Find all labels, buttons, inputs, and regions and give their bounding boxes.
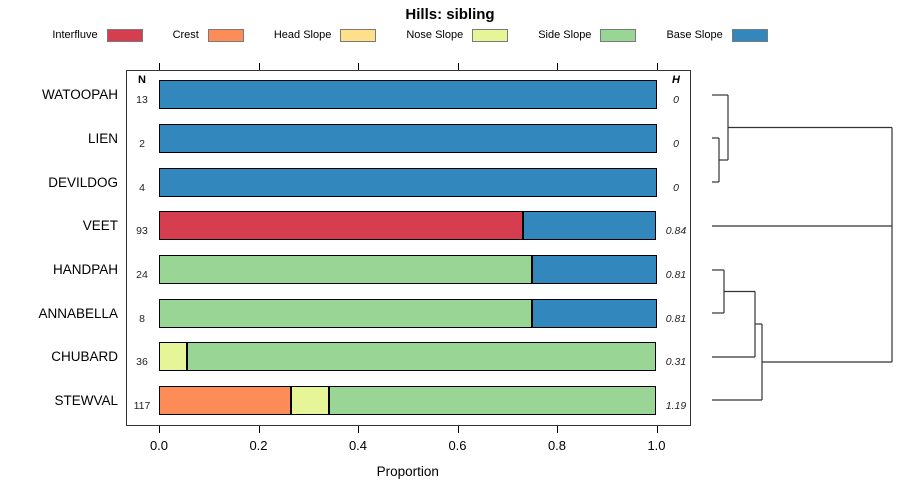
bar-segment-side-slope bbox=[329, 386, 657, 415]
y-axis-label: ANNABELLA bbox=[38, 305, 118, 321]
legend-item-label: Crest bbox=[172, 29, 199, 41]
legend-item-label: Head Slope bbox=[273, 29, 332, 41]
n-value: 13 bbox=[136, 94, 148, 106]
x-axis-tick-label: 0.6 bbox=[448, 438, 467, 453]
h-value: 0 bbox=[673, 94, 679, 106]
bar-segment-base-slope bbox=[159, 124, 657, 153]
legend-item: Base Slope bbox=[666, 28, 768, 42]
y-axis-label: WATOOPAH bbox=[41, 86, 118, 102]
x-axis-tick-bottom bbox=[159, 426, 160, 433]
h-column-header: H bbox=[672, 74, 680, 86]
chart-title: Hills: sibling bbox=[405, 6, 495, 23]
h-value: 0.31 bbox=[665, 356, 687, 368]
h-value: 0 bbox=[673, 182, 679, 194]
legend-swatch bbox=[472, 28, 509, 42]
x-axis-tick-bottom bbox=[457, 426, 459, 433]
legend-swatch bbox=[600, 28, 637, 42]
x-axis-tick-top bbox=[557, 63, 558, 70]
y-axis-label: LIEN bbox=[87, 130, 118, 146]
x-axis-tick-label: 1.0 bbox=[647, 438, 666, 453]
bar-segment-side-slope bbox=[159, 299, 533, 328]
n-value: 36 bbox=[136, 356, 148, 368]
bar-segment-base-slope bbox=[522, 211, 657, 240]
legend-item: Crest bbox=[172, 28, 244, 42]
h-value: 1.19 bbox=[665, 400, 687, 412]
legend-item-label: Base Slope bbox=[666, 29, 723, 41]
bar-segment-base-slope bbox=[159, 168, 657, 197]
bar-segment-side-slope bbox=[159, 255, 533, 284]
n-value: 8 bbox=[139, 313, 145, 325]
y-axis-label: CHUBARD bbox=[51, 348, 118, 364]
legend-swatch bbox=[731, 28, 768, 42]
legend-swatch bbox=[340, 28, 377, 42]
y-axis-label: DEVILDOG bbox=[48, 174, 118, 190]
n-value: 24 bbox=[136, 269, 148, 281]
bar-segment-nose-slope bbox=[290, 386, 330, 415]
x-axis-tick-label: 0.4 bbox=[348, 438, 368, 453]
legend-item-label: Interfluve bbox=[52, 29, 98, 41]
h-value: 0.84 bbox=[665, 225, 687, 237]
y-axis-label: VEET bbox=[82, 217, 118, 233]
x-axis-tick-bottom bbox=[557, 426, 558, 433]
x-axis-tick-label: 0.0 bbox=[149, 438, 169, 453]
n-value: 117 bbox=[133, 400, 151, 412]
x-axis-tick-bottom bbox=[258, 426, 260, 433]
legend-swatch bbox=[207, 28, 244, 42]
legend-item: Side Slope bbox=[538, 28, 637, 42]
bar-segment-crest bbox=[159, 386, 291, 415]
x-axis-tick-bottom bbox=[358, 426, 359, 433]
n-value: 2 bbox=[139, 138, 145, 150]
y-axis-label: HANDPAH bbox=[52, 261, 118, 277]
legend-item-label: Nose Slope bbox=[406, 29, 464, 41]
bar-segment-base-slope bbox=[532, 255, 657, 284]
y-axis-label: STEWVAL bbox=[54, 392, 118, 408]
legend-item-label: Side Slope bbox=[538, 29, 592, 41]
legend-swatch bbox=[106, 28, 143, 42]
bar-segment-base-slope bbox=[159, 80, 657, 109]
h-value: 0 bbox=[673, 138, 679, 150]
legend-item: Head Slope bbox=[273, 28, 377, 42]
x-axis-tick-bottom bbox=[656, 426, 658, 433]
h-value: 0.81 bbox=[665, 269, 687, 281]
x-axis-tick-top bbox=[358, 63, 359, 70]
x-axis-tick-label: 0.2 bbox=[249, 438, 268, 453]
legend: Interfluve Crest Head Slope Nose Slope Side … bbox=[52, 26, 768, 44]
n-column-header: N bbox=[138, 74, 146, 86]
legend-item: Nose Slope bbox=[406, 28, 509, 42]
n-value: 4 bbox=[139, 182, 145, 194]
x-axis-title: Proportion bbox=[376, 464, 439, 479]
plot-frame bbox=[126, 70, 691, 426]
bar-segment-nose-slope bbox=[159, 342, 187, 371]
x-axis-tick-top bbox=[258, 63, 260, 70]
n-value: 93 bbox=[136, 225, 148, 237]
x-axis-tick-label: 0.8 bbox=[547, 438, 567, 453]
bar-segment-interfluve bbox=[159, 211, 523, 240]
x-axis-tick-top bbox=[457, 63, 459, 70]
x-axis-tick-top bbox=[159, 63, 160, 70]
bar-segment-base-slope bbox=[532, 299, 657, 328]
bar-segment-side-slope bbox=[186, 342, 657, 371]
legend-item: Interfluve bbox=[52, 28, 143, 42]
x-axis-tick-top bbox=[656, 63, 658, 70]
h-value: 0.81 bbox=[665, 313, 687, 325]
